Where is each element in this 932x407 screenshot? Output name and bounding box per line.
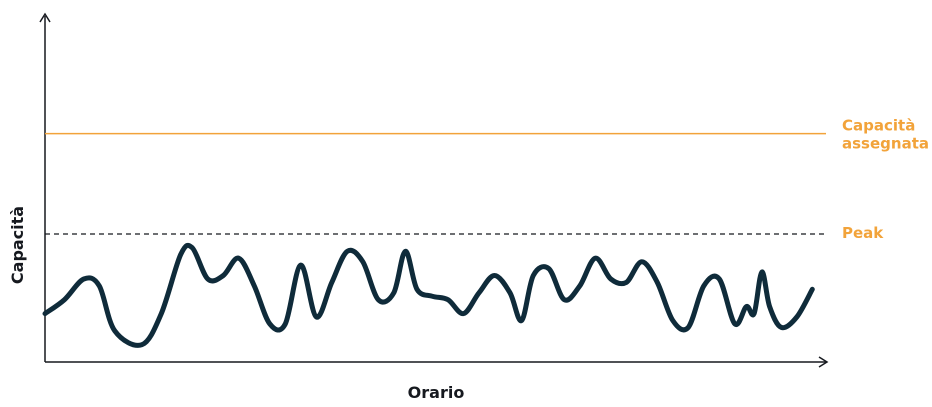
allocated-capacity-label-line1: Capacità	[842, 117, 915, 135]
allocated-capacity-label-line2: assegnata	[842, 135, 929, 153]
y-axis-arrow	[39, 12, 51, 23]
x-axis-label: Orario	[408, 383, 465, 402]
series-line-0	[42, 242, 815, 348]
peak-label: Peak	[842, 224, 884, 242]
series-layer	[42, 242, 815, 348]
axes	[39, 12, 829, 368]
x-axis-arrow	[818, 356, 829, 368]
y-axis-label: Capacità	[8, 206, 27, 284]
